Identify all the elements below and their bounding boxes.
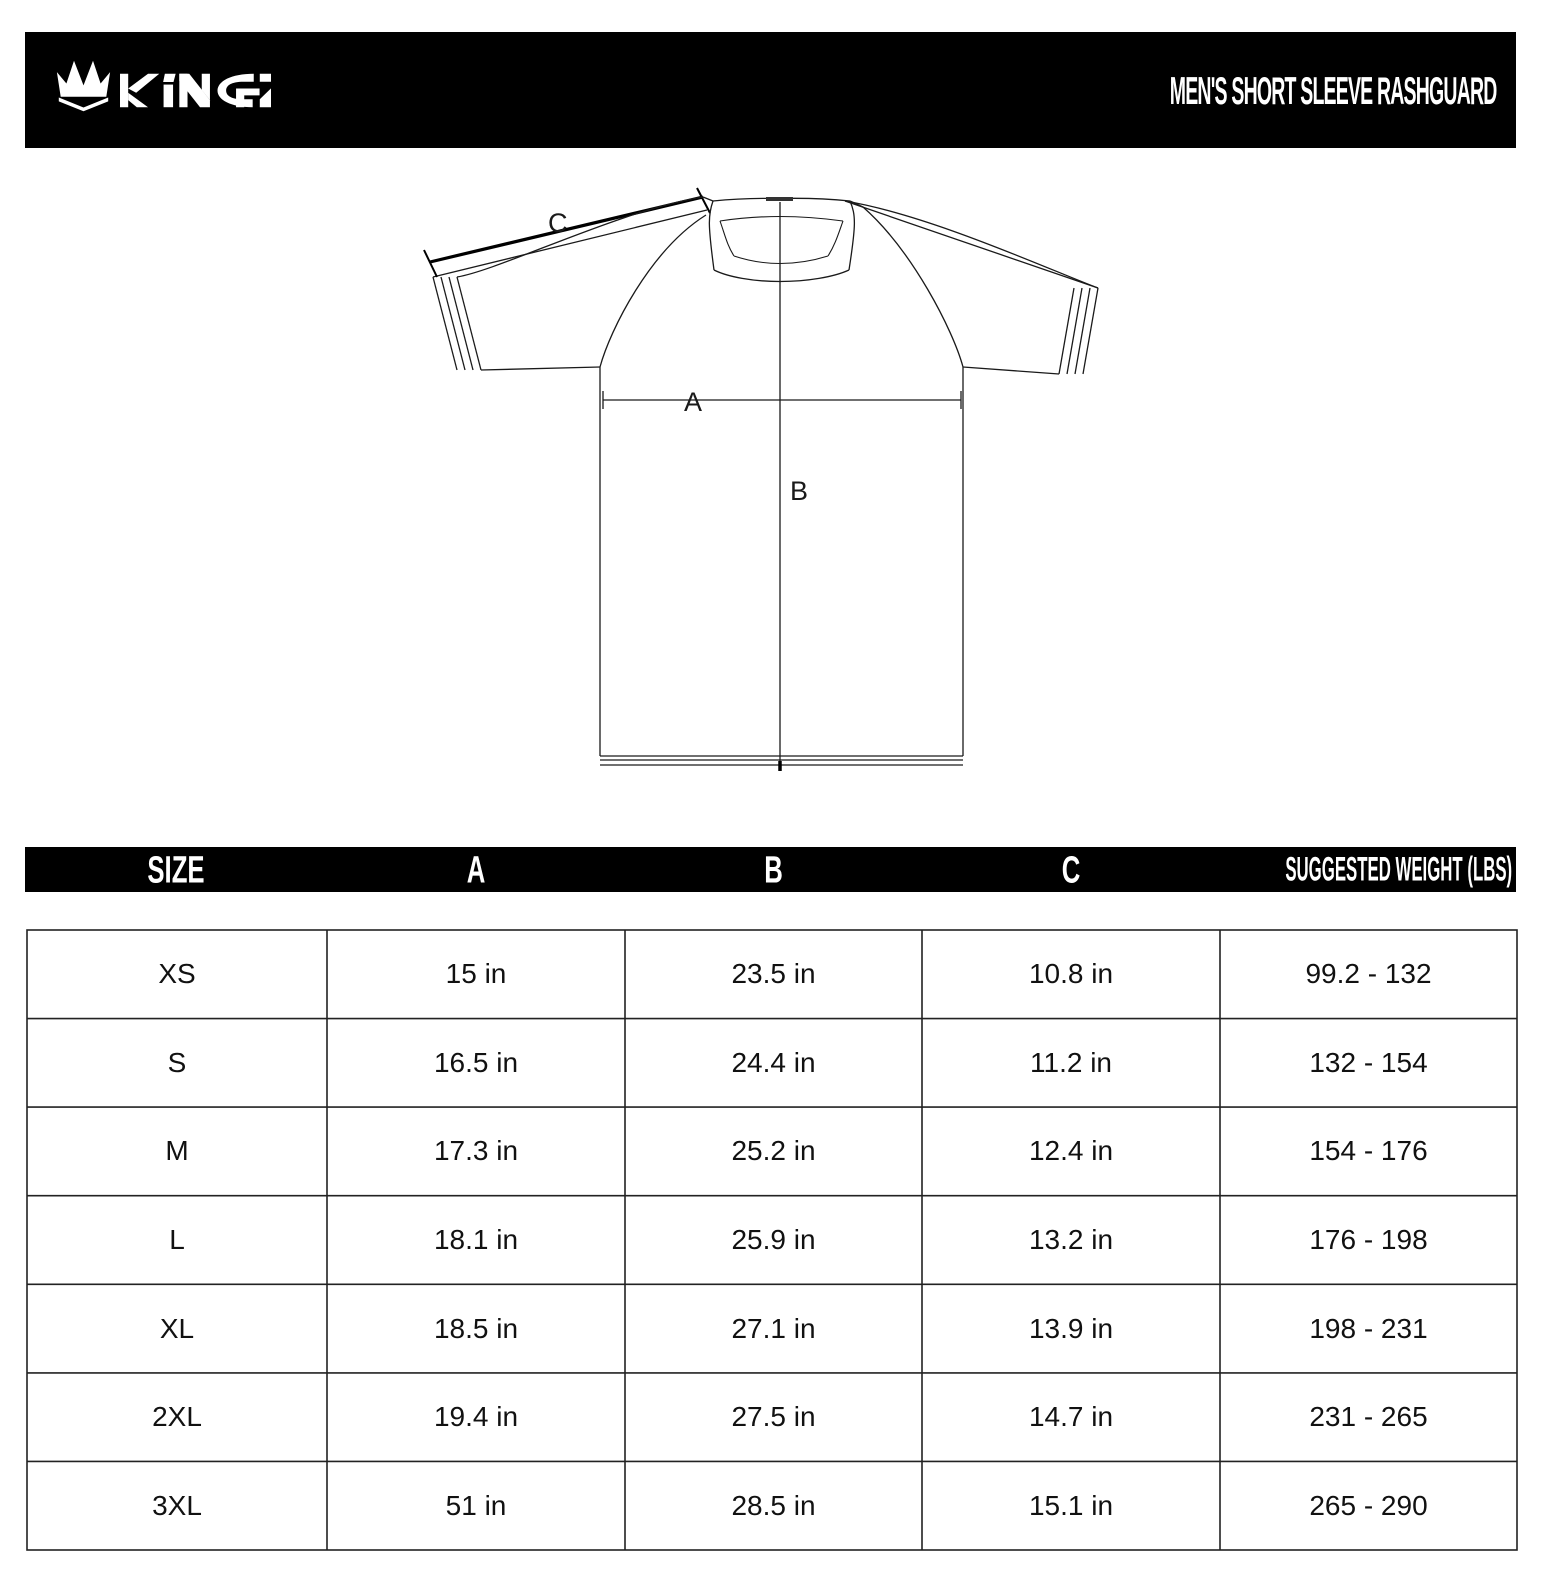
svg-text:B: B bbox=[790, 476, 808, 506]
svg-text:A: A bbox=[684, 387, 702, 417]
svg-text:C: C bbox=[548, 208, 568, 238]
